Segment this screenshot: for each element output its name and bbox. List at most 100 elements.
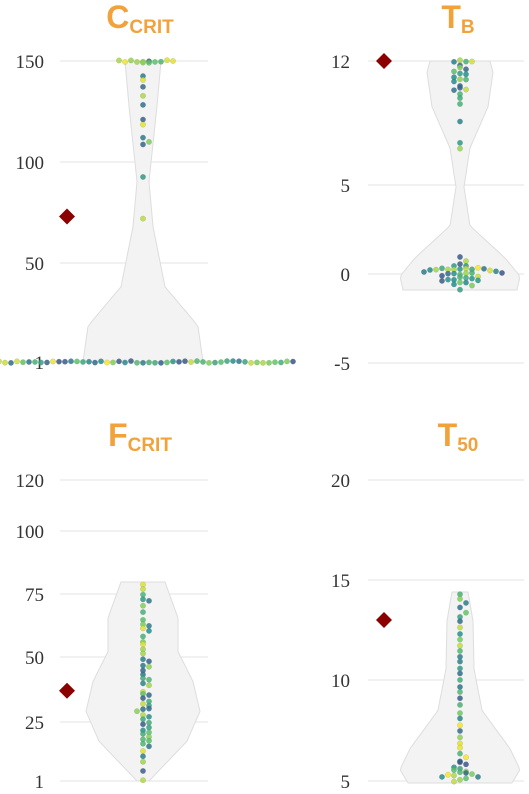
- data-point: [20, 359, 26, 366]
- data-point: [140, 625, 146, 632]
- data-point: [140, 706, 146, 713]
- panel-title-subscript: B: [461, 17, 475, 38]
- data-point: [140, 656, 146, 663]
- data-point: [200, 358, 206, 365]
- data-point: [439, 265, 445, 272]
- data-point: [457, 665, 463, 672]
- data-point: [140, 777, 146, 784]
- panel-title-main: F: [108, 417, 128, 453]
- data-point: [140, 768, 146, 774]
- data-point: [439, 272, 445, 279]
- data-point: [463, 279, 469, 286]
- data-point: [2, 359, 8, 366]
- y-tick-label: 50: [25, 254, 44, 275]
- data-point: [451, 281, 457, 288]
- data-point: [457, 759, 463, 766]
- data-point: [152, 58, 158, 65]
- data-point: [457, 636, 463, 643]
- data-point: [140, 758, 146, 765]
- data-point: [463, 71, 469, 78]
- data-point: [218, 359, 224, 366]
- data-point: [140, 609, 146, 616]
- panel-title-main: T: [438, 417, 458, 453]
- data-point: [463, 609, 469, 616]
- data-point: [140, 740, 146, 747]
- data-point: [128, 358, 134, 364]
- data-point: [457, 722, 463, 729]
- chart-panel: 5 10 15 20 T50: [331, 417, 524, 793]
- data-point: [80, 358, 86, 365]
- data-point: [451, 78, 457, 85]
- data-point: [463, 86, 469, 93]
- data-point: [86, 358, 92, 365]
- data-point: [140, 641, 146, 648]
- data-point: [457, 776, 463, 783]
- data-point: [146, 743, 152, 750]
- panel-title: TB: [441, 0, 474, 38]
- violin-shape: [399, 60, 521, 291]
- data-point: [445, 276, 451, 283]
- data-point: [68, 358, 74, 365]
- data-point: [140, 77, 146, 83]
- data-point: [427, 267, 433, 273]
- data-point: [146, 658, 152, 665]
- panel-title-main: T: [441, 0, 461, 35]
- data-point: [457, 84, 463, 91]
- data-point: [469, 771, 475, 778]
- data-point: [176, 358, 182, 365]
- data-point: [212, 359, 218, 366]
- y-tick-label: 5: [341, 772, 351, 793]
- data-point: [260, 359, 266, 366]
- data-point: [457, 715, 463, 722]
- data-point: [278, 359, 284, 366]
- data-point: [457, 101, 463, 107]
- data-point: [457, 727, 463, 734]
- data-point: [140, 141, 146, 148]
- data-point: [445, 270, 451, 277]
- data-point: [182, 358, 188, 365]
- data-point: [463, 775, 469, 782]
- data-point: [134, 708, 140, 715]
- data-point: [451, 68, 457, 75]
- data-point: [457, 624, 463, 631]
- data-point: [140, 359, 146, 366]
- data-point: [38, 359, 44, 366]
- chart-panel: -5 0 5 12 TB: [331, 0, 524, 375]
- chart-panel: 1 25 50 75 100 120 FCRIT: [16, 417, 208, 793]
- data-point: [421, 269, 427, 275]
- y-tick-label: 75: [25, 585, 44, 606]
- data-point: [463, 58, 469, 65]
- data-point: [110, 359, 116, 366]
- data-point: [463, 599, 469, 606]
- data-point: [457, 64, 463, 71]
- data-point: [469, 275, 475, 282]
- data-point: [457, 670, 463, 677]
- data-point: [128, 57, 134, 64]
- data-point: [134, 59, 140, 65]
- data-point: [236, 358, 242, 365]
- data-point: [98, 358, 104, 365]
- data-point: [152, 359, 158, 366]
- data-point: [457, 118, 463, 125]
- data-point: [457, 145, 463, 152]
- data-point: [457, 695, 463, 702]
- data-point: [457, 266, 463, 272]
- data-point: [146, 724, 152, 731]
- data-point: [158, 359, 164, 366]
- data-point: [463, 770, 469, 776]
- data-point: [457, 710, 463, 717]
- data-point: [140, 650, 146, 657]
- y-tick-label: 5: [341, 176, 351, 197]
- data-point: [146, 692, 152, 698]
- data-point: [457, 596, 463, 602]
- y-tick-label: 150: [16, 52, 45, 73]
- y-tick-label: 100: [16, 522, 45, 543]
- data-point: [457, 57, 463, 64]
- data-point: [493, 268, 499, 275]
- data-point: [14, 358, 20, 365]
- data-point: [140, 675, 146, 682]
- data-point: [457, 70, 463, 77]
- data-point: [170, 358, 176, 365]
- data-point: [92, 359, 98, 366]
- data-point: [457, 286, 463, 293]
